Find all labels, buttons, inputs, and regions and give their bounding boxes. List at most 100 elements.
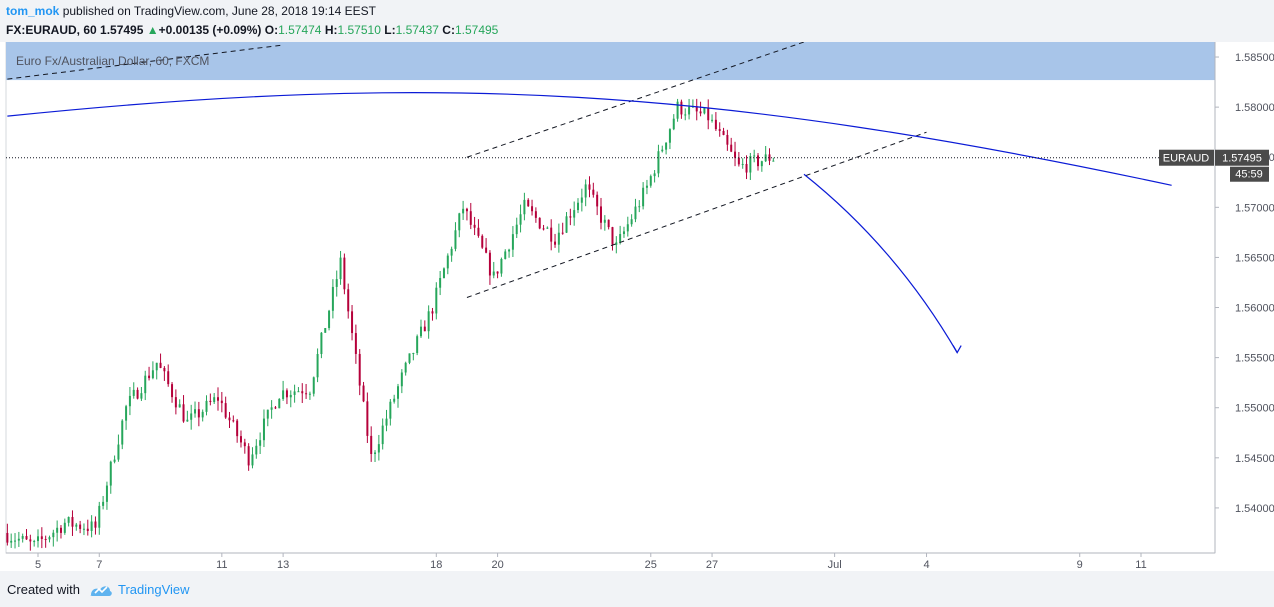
close-value: 1.57495: [454, 23, 499, 37]
candle-body-up: [577, 202, 580, 211]
candle-body-up: [450, 248, 453, 256]
price-chart[interactable]: Euro Fx/Australian Dollar, 60, FXCM 1.54…: [0, 41, 1274, 571]
low-label: L:: [384, 23, 396, 37]
price-axis-label: 1.55000: [1235, 403, 1274, 415]
candle-body-down: [136, 389, 139, 399]
candle-body-up: [37, 536, 39, 542]
candle-body-down: [40, 536, 43, 539]
candle-body-down: [550, 227, 553, 242]
candle-body-up: [492, 271, 495, 276]
candle-body-up: [14, 540, 17, 542]
candle-body-up: [634, 206, 637, 220]
candle-body-up: [772, 160, 775, 162]
candle-body-down: [232, 420, 235, 422]
candle-body-up: [297, 391, 300, 393]
candle-body-down: [6, 532, 9, 543]
time-axis-label: 13: [277, 559, 289, 571]
channel-lower-line[interactable]: [466, 131, 927, 298]
candle-body-up: [626, 224, 629, 232]
candle-body-down: [243, 442, 246, 447]
chart-footer: Created with TradingView: [0, 571, 1274, 607]
candle-body-down: [561, 232, 564, 234]
candle-body-down: [167, 371, 170, 385]
plot-frame: [5, 41, 1216, 554]
candle-body-down: [354, 333, 357, 354]
chart-area[interactable]: Euro Fx/Australian Dollar, 60, FXCM 1.54…: [0, 41, 1274, 571]
candle-body-up: [128, 395, 131, 407]
candle-body-up: [523, 199, 526, 215]
price-axis-label: 1.56000: [1235, 303, 1274, 315]
arrow-head-icon: [952, 345, 962, 354]
candle-body-down: [707, 107, 710, 121]
candle-body-down: [569, 216, 572, 218]
candle-body-down: [757, 155, 760, 167]
upper-left-dashed-line[interactable]: [7, 44, 284, 80]
resistance-curve[interactable]: [7, 92, 1172, 186]
candle-body-down: [538, 217, 541, 229]
candle-body-down: [228, 417, 231, 421]
candle-body-up: [52, 532, 55, 538]
candle-body-down: [362, 385, 365, 402]
candle-body-up: [446, 255, 449, 269]
candle-body-up: [259, 440, 262, 446]
candle-body-up: [427, 311, 430, 332]
candle-body-up: [419, 326, 422, 337]
price-axis[interactable]: 1.54000 1.54500 1.55000 1.55500 1.56000 1.565…: [1215, 52, 1274, 515]
candle-body-down: [431, 311, 434, 314]
time-axis[interactable]: 5 7 11 13 18 20 25 27 Jul 4 9 11: [35, 553, 1147, 571]
candle-body-up: [205, 400, 208, 412]
candle-body-up: [416, 336, 419, 354]
candle-body-up: [584, 184, 587, 198]
candle-body-up: [511, 234, 514, 250]
candle-body-up: [251, 454, 254, 466]
candle-body-down: [477, 227, 480, 236]
candle-body-up: [320, 332, 323, 355]
candle-body-up: [753, 155, 756, 157]
candle-body-down: [588, 184, 591, 190]
candle-body-down: [224, 403, 227, 418]
candle-body-up: [397, 386, 400, 399]
candle-body-down: [71, 517, 74, 527]
candle-body-up: [381, 425, 384, 445]
candle-body-down: [163, 367, 166, 372]
candle-body-up: [412, 353, 415, 355]
candle-body-up: [75, 524, 78, 527]
countdown-box: [1230, 166, 1269, 182]
symbol-tag: EURAUD: [1163, 153, 1210, 165]
candle-body-up: [312, 377, 315, 394]
candle-body-down: [481, 235, 484, 248]
candle-body-down: [370, 435, 373, 454]
tradingview-link[interactable]: TradingView: [118, 582, 190, 597]
candle-body-down: [714, 119, 717, 130]
candle-body-up: [289, 394, 292, 398]
candle-body-up: [661, 149, 664, 152]
candle-body-up: [665, 142, 668, 150]
candle-body-up: [10, 540, 13, 543]
candle-body-down: [596, 194, 599, 207]
candle-body-up: [186, 419, 189, 422]
price-axis-label: 1.54500: [1235, 453, 1274, 465]
candle-body-up: [454, 230, 457, 249]
resistance-zone[interactable]: [6, 42, 1215, 81]
candle-body-down: [236, 420, 239, 437]
candle-body-down: [94, 521, 97, 528]
candle-body-down: [485, 247, 488, 253]
candle-body-up: [622, 231, 625, 235]
candle-body-down: [730, 144, 733, 152]
candle-body-up: [293, 391, 296, 395]
candle-body-up: [603, 219, 606, 223]
author-link[interactable]: tom_mok: [6, 4, 60, 18]
candle-body-up: [90, 521, 93, 531]
candle-body-up: [642, 187, 645, 207]
high-label: H:: [324, 23, 338, 37]
candle-body-down: [25, 536, 28, 540]
projection-arrow[interactable]: [803, 173, 958, 353]
last-price-box: [1215, 149, 1269, 166]
candle-body-down: [527, 199, 530, 207]
candle-body-up: [389, 401, 392, 419]
candle-body-down: [423, 326, 426, 332]
price-axis-label: 1.58500: [1235, 52, 1274, 64]
candle-body-down: [734, 151, 737, 158]
time-axis-label: 27: [706, 559, 718, 571]
candle-body-up: [630, 219, 633, 225]
